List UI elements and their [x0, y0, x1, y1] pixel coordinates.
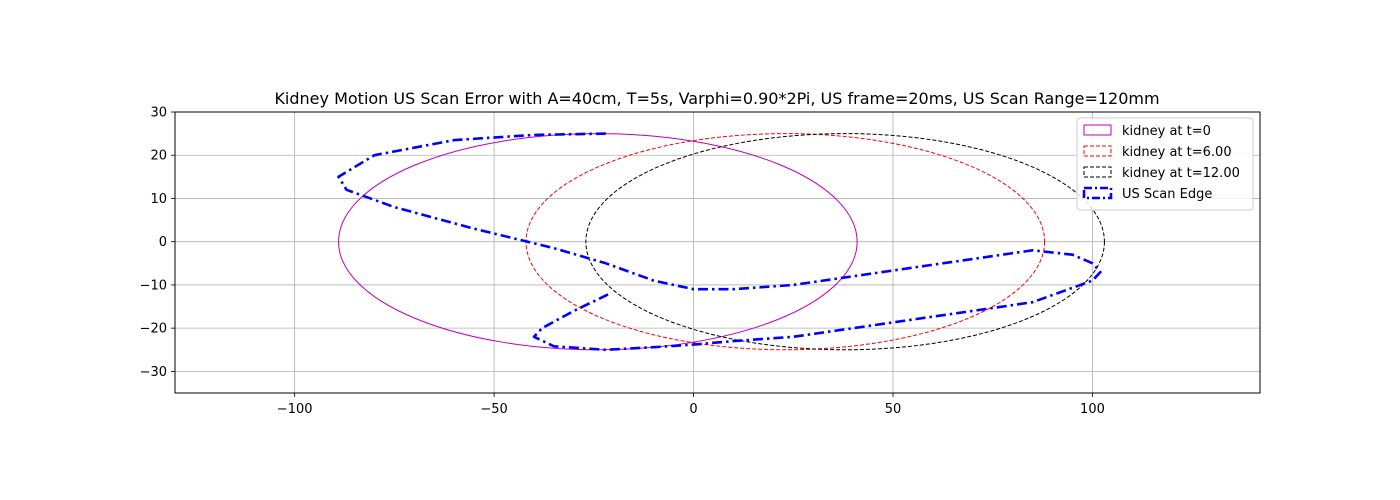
plot-area: [337, 132, 1105, 352]
kidney-ellipse-2: [585, 133, 1105, 351]
x-tick-label: 0: [689, 402, 697, 417]
y-tick-label: 0: [159, 235, 167, 250]
x-tick-label: −50: [480, 402, 507, 417]
legend: kidney at t=0 kidney at t=6.00 kidney at t…: [1076, 117, 1254, 211]
y-tick-label: 10: [150, 192, 167, 207]
x-tick-label: 50: [885, 402, 902, 417]
legend-label-1: kidney at t=6.00: [1122, 145, 1232, 160]
legend-label-3: US Scan Edge: [1122, 187, 1212, 202]
us-scan-edge-line: [337, 132, 1102, 352]
legend-swatch-0: [1083, 124, 1112, 136]
legend-swatch-2: [1083, 166, 1112, 178]
y-tick-label: −30: [140, 365, 167, 380]
legend-swatch-3: [1082, 186, 1113, 200]
legend-swatch-1: [1083, 145, 1112, 157]
x-tick-label: −100: [277, 402, 313, 417]
y-tick-label: 20: [150, 149, 167, 164]
y-tick-label: −20: [140, 322, 167, 337]
y-tick-label: −10: [140, 278, 167, 293]
legend-box: [1076, 117, 1254, 211]
chart-title: Kidney Motion US Scan Error with A=40cm,…: [274, 89, 1159, 108]
y-tick-label: 30: [150, 106, 167, 121]
legend-label-2: kidney at t=12.00: [1122, 166, 1240, 181]
legend-label-0: kidney at t=0: [1122, 124, 1211, 139]
x-tick-label: 100: [1080, 402, 1105, 417]
plot-frame: [174, 111, 1261, 394]
